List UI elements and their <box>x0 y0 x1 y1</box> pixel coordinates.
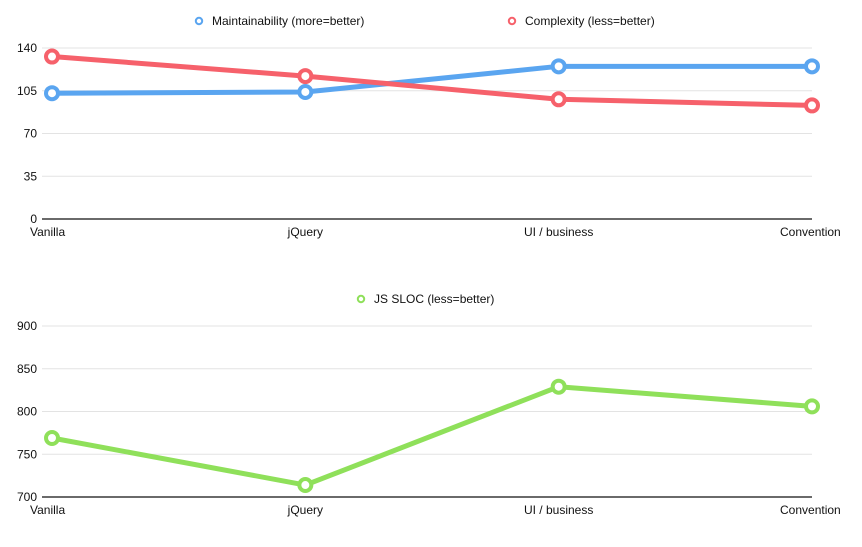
y-tick-label: 35 <box>24 169 38 183</box>
data-point <box>550 58 567 75</box>
x-tick-label: Convention <box>780 503 841 517</box>
x-tick-label: UI / business <box>524 225 593 239</box>
x-tick-label: Vanilla <box>30 503 65 517</box>
data-point <box>550 91 567 108</box>
x-tick-label: UI / business <box>524 503 593 517</box>
y-tick-label: 850 <box>17 362 37 376</box>
data-point <box>297 83 314 100</box>
legend-label: JS SLOC (less=better) <box>374 292 494 306</box>
series-line <box>49 54 815 108</box>
y-tick-label: 140 <box>17 41 37 55</box>
data-point <box>804 58 820 75</box>
data-point <box>297 68 314 85</box>
data-point <box>44 48 60 65</box>
x-tick-label: Convention <box>780 225 841 239</box>
data-point <box>550 378 567 395</box>
y-tick-label: 70 <box>24 127 38 141</box>
y-tick-label: 700 <box>17 490 37 504</box>
y-tick-label: 105 <box>17 84 37 98</box>
y-tick-label: 900 <box>17 319 37 333</box>
series-line <box>49 384 815 488</box>
legend-label: Maintainability (more=better) <box>212 14 364 28</box>
data-point <box>44 85 60 102</box>
y-tick-label: 750 <box>17 447 37 461</box>
data-point <box>804 398 820 415</box>
y-tick-label: 0 <box>30 212 37 226</box>
legend-label: Complexity (less=better) <box>525 14 655 28</box>
data-point <box>44 430 60 447</box>
x-tick-label: Vanilla <box>30 225 65 239</box>
data-point <box>297 477 314 494</box>
y-tick-label: 800 <box>17 405 37 419</box>
x-tick-label: jQuery <box>287 503 323 517</box>
legend-marker <box>194 16 204 26</box>
data-point <box>804 97 820 114</box>
x-tick-label: jQuery <box>287 225 323 239</box>
series-line <box>49 63 815 96</box>
legend-marker <box>356 294 366 304</box>
legend-marker <box>507 16 517 26</box>
